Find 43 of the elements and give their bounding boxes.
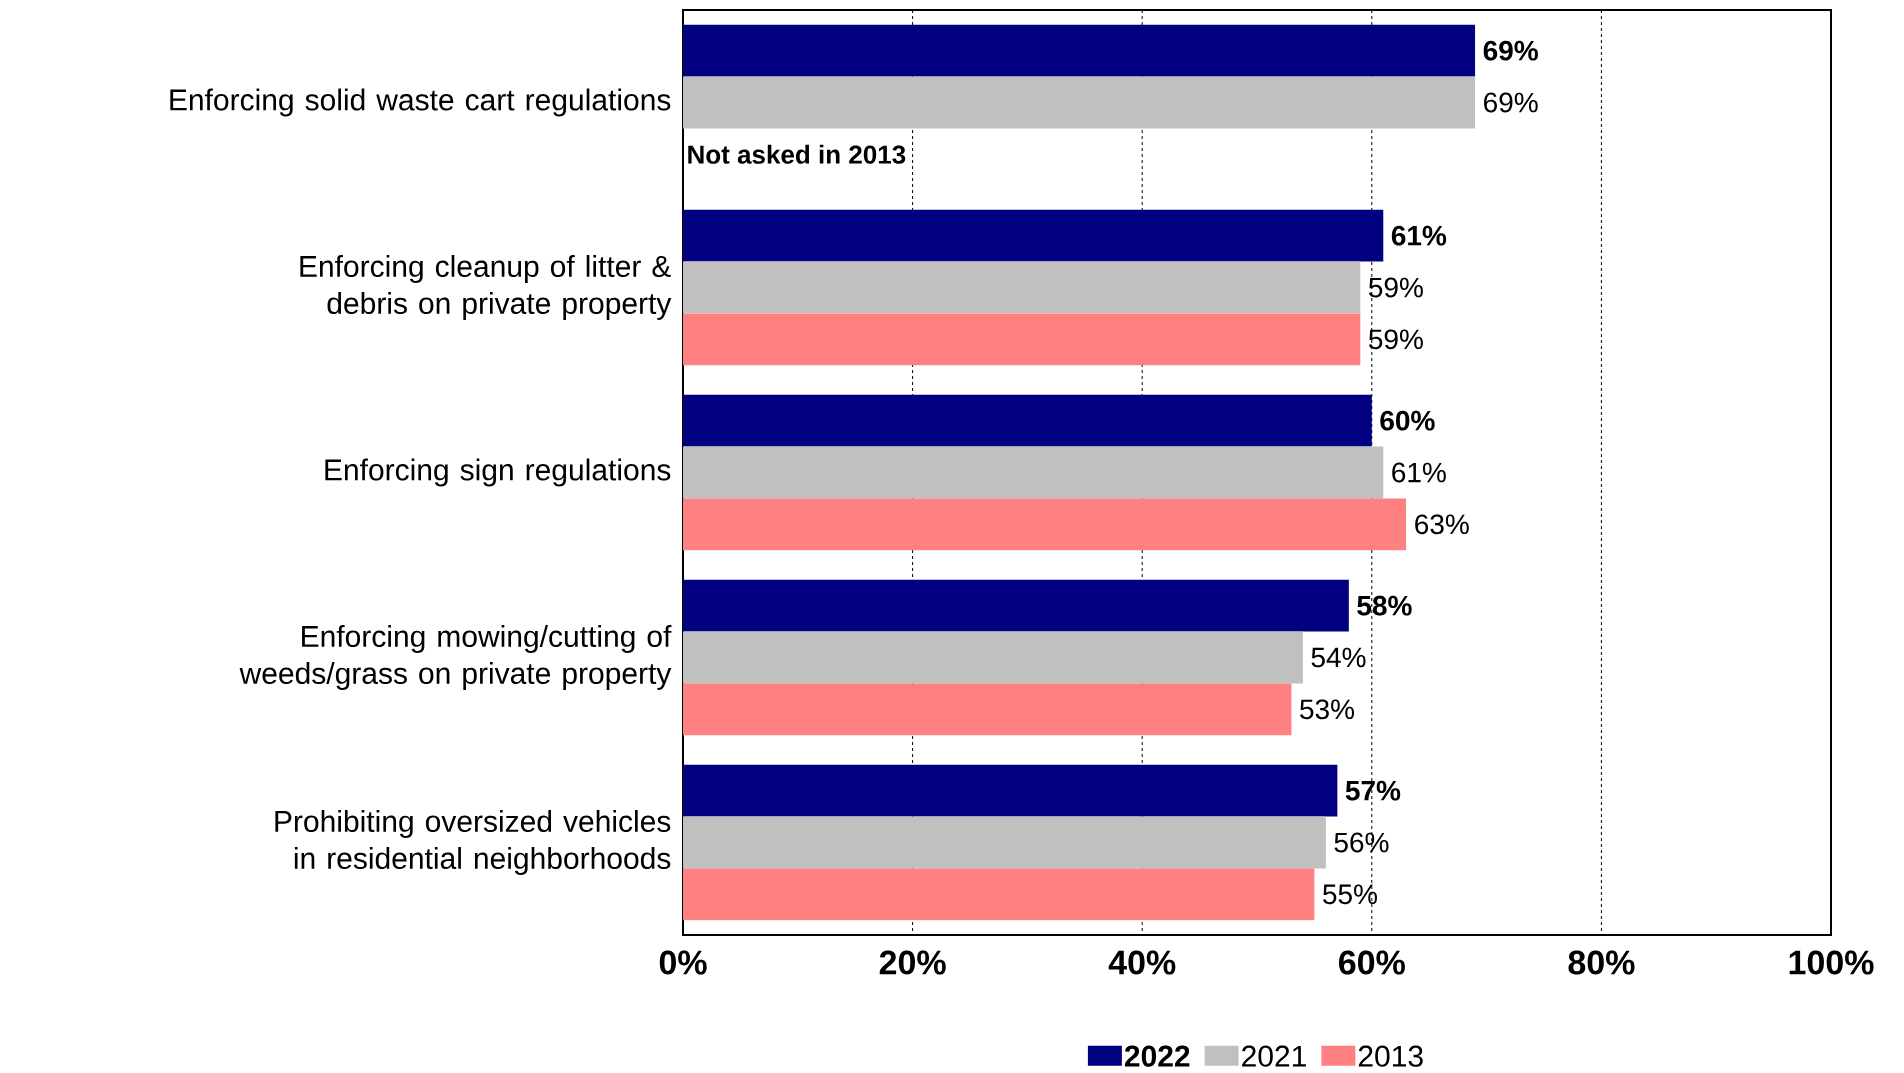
bar: [683, 764, 1338, 817]
bar: [683, 579, 1349, 632]
bar: [683, 816, 1326, 869]
x-tick-label: 80%: [1568, 950, 1635, 975]
data-label: 61%: [1392, 462, 1446, 483]
data-label: 53%: [1300, 699, 1355, 720]
data-label: 57%: [1345, 780, 1401, 801]
data-label: 55%: [1323, 884, 1377, 905]
y-tick-label: Prohibiting oversized vehicles in residential neighborhoods: [275, 810, 671, 875]
bar: [683, 24, 1476, 77]
x-tick-label: 20%: [879, 950, 946, 975]
data-label: 59%: [1368, 329, 1423, 350]
bar: [683, 209, 1384, 262]
bar: [683, 683, 1292, 736]
legend-label: 2013: [1358, 1045, 1423, 1067]
bar: [683, 76, 1476, 129]
y-tick-label: Enforcing cleanup of litter & debris on private property: [300, 255, 672, 320]
bar: [683, 498, 1407, 551]
data-label: 69%: [1484, 92, 1538, 113]
bar: [683, 313, 1361, 366]
bar: [683, 446, 1384, 499]
data-label: 54%: [1311, 647, 1366, 668]
x-tick-label: 100%: [1789, 950, 1874, 975]
data-label: 69%: [1483, 40, 1538, 61]
data-label: 61%: [1391, 225, 1447, 246]
data-label: 63%: [1415, 514, 1469, 535]
y-tick-label: Enforcing mowing/cutting of weeds/grass on private property: [239, 625, 672, 690]
data-label: 59%: [1368, 277, 1423, 298]
bar: [683, 394, 1372, 447]
legend-label: 2022: [1124, 1045, 1190, 1067]
x-tick-label: 40%: [1108, 950, 1176, 975]
y-tick-label: Enforcing solid waste cart regulations: [170, 88, 671, 117]
y-tick-label: Enforcing sign regulations: [325, 458, 671, 487]
bar: [683, 631, 1303, 684]
bar: [683, 261, 1361, 314]
bar: [683, 868, 1315, 921]
data-label: 58%: [1357, 595, 1412, 616]
x-tick-label: 0%: [659, 950, 707, 975]
data-label: 56%: [1334, 832, 1389, 853]
x-tick-label: 60%: [1339, 950, 1405, 975]
legend-label: 2021: [1242, 1045, 1306, 1067]
data-label: 60%: [1380, 410, 1435, 431]
annotation: Not asked in 2013: [688, 144, 906, 164]
